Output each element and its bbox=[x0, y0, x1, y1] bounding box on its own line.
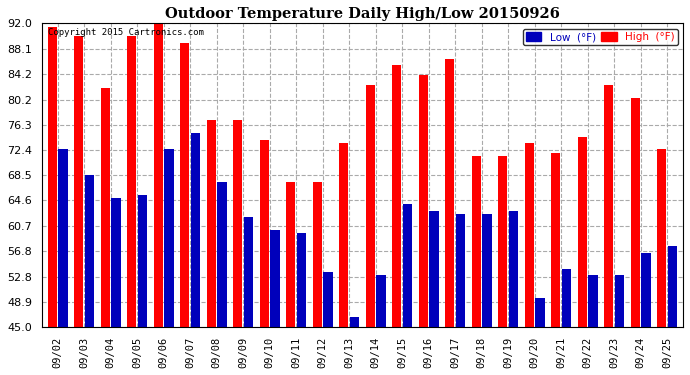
Bar bbox=[127, 36, 137, 327]
Bar bbox=[154, 24, 163, 327]
Bar bbox=[259, 140, 269, 327]
Bar bbox=[233, 120, 242, 327]
Bar bbox=[524, 143, 534, 327]
Bar bbox=[562, 269, 571, 327]
Bar bbox=[217, 182, 226, 327]
Bar bbox=[366, 85, 375, 327]
Bar bbox=[456, 214, 465, 327]
Bar bbox=[270, 230, 279, 327]
Bar bbox=[297, 233, 306, 327]
Bar bbox=[472, 156, 481, 327]
Bar bbox=[286, 182, 295, 327]
Bar bbox=[535, 298, 544, 327]
Bar bbox=[551, 153, 560, 327]
Bar bbox=[631, 98, 640, 327]
Bar bbox=[244, 217, 253, 327]
Bar bbox=[445, 59, 455, 327]
Bar bbox=[101, 88, 110, 327]
Bar bbox=[376, 275, 386, 327]
Title: Outdoor Temperature Daily High/Low 20150926: Outdoor Temperature Daily High/Low 20150… bbox=[165, 7, 560, 21]
Bar bbox=[48, 27, 57, 327]
Text: Copyright 2015 Cartronics.com: Copyright 2015 Cartronics.com bbox=[48, 28, 204, 37]
Bar bbox=[206, 120, 216, 327]
Bar bbox=[324, 272, 333, 327]
Bar bbox=[392, 66, 402, 327]
Bar bbox=[85, 175, 94, 327]
Bar bbox=[589, 275, 598, 327]
Bar bbox=[668, 246, 677, 327]
Bar bbox=[350, 317, 359, 327]
Bar bbox=[604, 85, 613, 327]
Bar bbox=[429, 211, 439, 327]
Legend: Low  (°F), High  (°F): Low (°F), High (°F) bbox=[523, 29, 678, 45]
Bar bbox=[339, 143, 348, 327]
Bar bbox=[615, 275, 624, 327]
Bar bbox=[58, 150, 68, 327]
Bar bbox=[641, 253, 651, 327]
Bar bbox=[74, 36, 83, 327]
Bar bbox=[657, 150, 667, 327]
Bar bbox=[180, 43, 190, 327]
Bar bbox=[164, 150, 173, 327]
Bar bbox=[419, 75, 428, 327]
Bar bbox=[498, 156, 507, 327]
Bar bbox=[509, 211, 518, 327]
Bar bbox=[482, 214, 491, 327]
Bar bbox=[111, 198, 121, 327]
Bar bbox=[190, 133, 200, 327]
Bar bbox=[313, 182, 322, 327]
Bar bbox=[403, 204, 412, 327]
Bar bbox=[578, 136, 587, 327]
Bar bbox=[138, 195, 147, 327]
